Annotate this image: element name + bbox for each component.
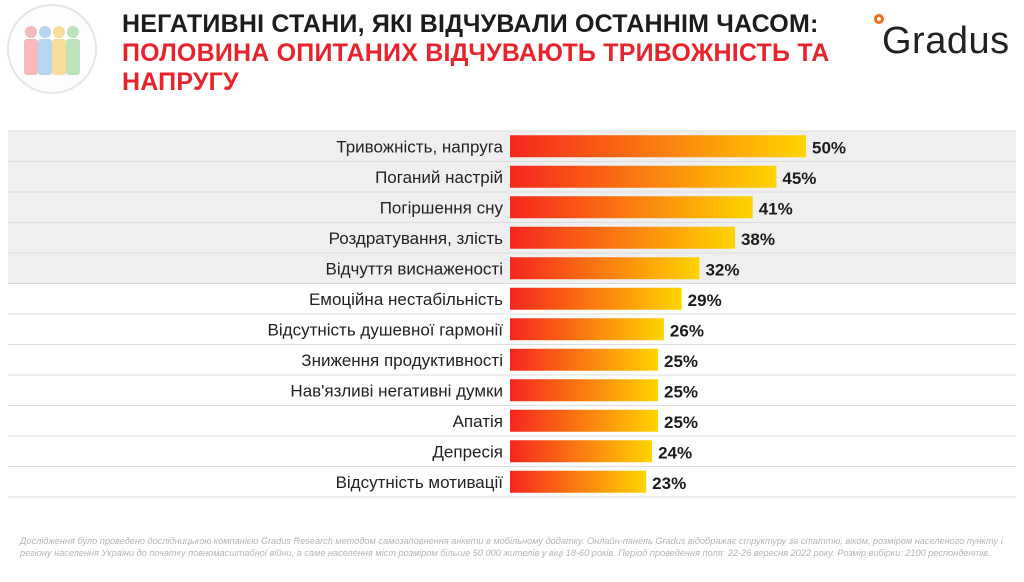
category-label: Поганий настрій [375, 168, 503, 187]
bar [510, 287, 682, 310]
title-highlight: половина опитаних відчувають тривожність… [122, 39, 830, 96]
category-label: Апатія [453, 412, 503, 431]
value-label: 45% [782, 169, 816, 188]
category-label: Відсутність душевної гармонії [268, 320, 504, 339]
brand-dot-icon [874, 14, 884, 24]
value-label: 23% [652, 474, 686, 493]
bar [510, 257, 700, 280]
category-label: Тривожність, напруга [336, 137, 503, 156]
category-label: Відсутність мотивації [336, 473, 504, 492]
title-main: Негативні стани, які відчували останнім … [122, 10, 819, 38]
category-label: Погіршення сну [380, 198, 504, 217]
category-label: Депресія [432, 442, 503, 461]
value-label: 32% [705, 260, 739, 279]
category-label: Нав'язливі негативні думки [290, 381, 503, 400]
bar [510, 470, 647, 493]
category-label: Роздратування, злість [329, 229, 504, 248]
brand-logo: Gradus [872, 14, 1022, 64]
footnote: Дослідження було проведено дослідницькою… [20, 536, 1003, 558]
category-label: Відчуття виснаженості [326, 259, 504, 278]
value-label: 26% [670, 321, 704, 340]
bar [510, 409, 658, 432]
bar [510, 165, 777, 188]
bar [510, 196, 753, 219]
value-label: 25% [664, 352, 698, 371]
bar [510, 226, 735, 249]
brand-name: Gradus [882, 20, 1010, 62]
value-label: 25% [664, 413, 698, 432]
value-label: 50% [812, 138, 846, 157]
bar [510, 440, 653, 463]
bar [510, 318, 664, 341]
value-label: 25% [664, 382, 698, 401]
value-label: 24% [658, 443, 692, 462]
value-label: 41% [759, 199, 793, 218]
bar [510, 135, 806, 158]
value-label: 29% [688, 291, 722, 310]
category-label: Емоційна нестабільність [309, 290, 503, 309]
page-title: Негативні стани, які відчували останнім … [122, 10, 842, 97]
bar [510, 379, 658, 402]
bar [510, 348, 658, 371]
value-label: 38% [741, 230, 775, 249]
people-logo-icon [7, 4, 97, 94]
category-label: Зниження продуктивності [301, 351, 503, 370]
bar-chart: Тривожність, напруга 50% Поганий настрій 45… [8, 130, 1016, 498]
